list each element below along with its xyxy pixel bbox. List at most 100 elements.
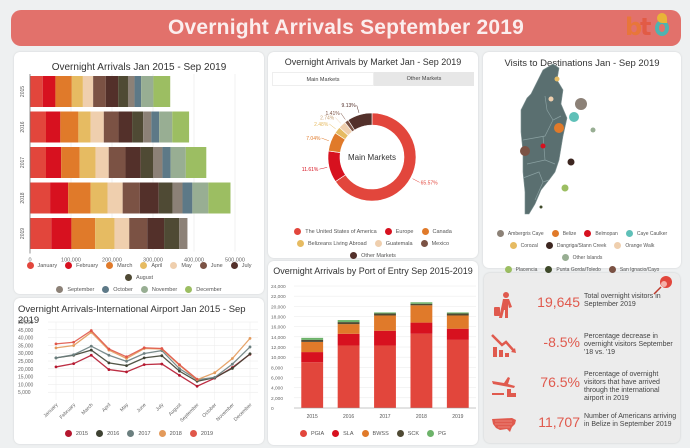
- legend-label: Caye Caulker: [636, 231, 668, 237]
- legend-item[interactable]: October: [102, 284, 133, 296]
- legend-item[interactable]: September: [56, 284, 94, 296]
- legend-item[interactable]: Canada: [421, 226, 452, 238]
- y-tick-label: 45,000: [18, 328, 34, 334]
- bar-segment: [55, 76, 72, 107]
- legend-item[interactable]: Placencia: [504, 264, 537, 276]
- x-tick-label: December: [233, 402, 254, 423]
- legend-item[interactable]: Europe: [384, 226, 414, 238]
- bar-segment: [162, 147, 171, 178]
- toucan-icon: [657, 13, 667, 23]
- stat-description: Percentage of overnight visitors that ha…: [584, 371, 660, 402]
- legend-item[interactable]: Mexico: [420, 238, 449, 250]
- y-tick-label: 6,000: [271, 376, 283, 382]
- legend-item[interactable]: May: [170, 260, 192, 272]
- legend-item[interactable]: Caye Caulker: [625, 228, 668, 240]
- x-tick-label: 0: [28, 258, 31, 264]
- legend-item[interactable]: Corozal: [509, 240, 538, 252]
- bar-segment: [410, 303, 433, 306]
- legend-item[interactable]: PG: [427, 428, 446, 440]
- legend-marker: [185, 286, 193, 294]
- x-tick-label: 2016: [343, 414, 354, 420]
- legend-item[interactable]: Dangriga/Stann Creek: [545, 240, 606, 252]
- bar-segment: [68, 182, 91, 214]
- data-point: [142, 352, 146, 355]
- legend-item[interactable]: The United States of America: [294, 226, 377, 238]
- legend-item[interactable]: Belizeans Living Abroad: [296, 238, 367, 250]
- bar-segment: [374, 312, 396, 314]
- legend-item[interactable]: Orange Walk: [614, 240, 654, 252]
- legend-marker: [26, 262, 34, 270]
- bar-segment: [132, 111, 144, 143]
- legend-item[interactable]: SCK: [396, 428, 419, 440]
- legend-marker: [158, 430, 166, 438]
- legend-item[interactable]: 2019: [189, 428, 213, 440]
- map-marker-other-islands: [590, 127, 596, 133]
- legend-label: March: [117, 263, 133, 269]
- legend-item[interactable]: November: [140, 284, 177, 296]
- data-point: [125, 370, 128, 374]
- district-border: [522, 95, 562, 201]
- data-label: 65.57%: [421, 180, 439, 186]
- map-marker-dangriga: [567, 158, 575, 166]
- stat-description: Number of Americans arriving in Belize i…: [584, 413, 677, 428]
- legend-item[interactable]: San Ignacio/Cayo: [608, 264, 659, 276]
- legend-label: April: [151, 263, 163, 269]
- data-point: [89, 348, 93, 352]
- bar-segment: [45, 147, 62, 178]
- legend-item[interactable]: BWSS: [361, 428, 389, 440]
- map-marker-placencia: [561, 184, 569, 192]
- legend-item[interactable]: Punta Gorda/Toledo: [545, 264, 601, 276]
- bar-segment: [30, 218, 52, 249]
- tab-main-markets[interactable]: Main Markets: [272, 72, 374, 86]
- legend-item[interactable]: July: [230, 260, 252, 272]
- map-marker-ambergris-caye: [575, 98, 587, 110]
- y-tick-label: 2016: [20, 121, 26, 132]
- legend-item[interactable]: Belmopan: [584, 228, 618, 240]
- y-tick-label: 10,000: [271, 355, 286, 361]
- legend-item[interactable]: Belize: [551, 228, 576, 240]
- legend-item[interactable]: Ambergris Caye: [496, 228, 544, 240]
- bar-segment: [153, 76, 171, 107]
- donut-slice: [347, 112, 373, 131]
- legend-item[interactable]: December: [185, 284, 222, 296]
- legend-item[interactable]: June: [199, 260, 223, 272]
- y-tick-label: 16,000: [271, 325, 286, 331]
- legend-item[interactable]: August: [124, 272, 153, 284]
- legend-item[interactable]: April: [140, 260, 162, 272]
- bar-segment: [103, 111, 119, 143]
- legend-label: PG: [438, 431, 447, 437]
- data-label: 2.74%: [320, 115, 335, 121]
- legend-item[interactable]: Guatemala: [374, 238, 413, 250]
- airport-legend: 2015 2016 2017 2018 2019: [18, 428, 260, 440]
- legend-marker: [584, 230, 592, 238]
- x-tick-label: March: [81, 402, 95, 416]
- bar-segment: [127, 76, 135, 107]
- legend-item[interactable]: PGIA: [299, 428, 324, 440]
- bar-segment: [95, 147, 109, 178]
- data-point: [178, 367, 181, 371]
- legend-item[interactable]: 2016: [96, 428, 119, 440]
- legend-item[interactable]: 2018: [158, 428, 182, 440]
- legend-label: Belizeans Living Abroad: [307, 241, 367, 247]
- legend-item[interactable]: March: [106, 260, 132, 272]
- bar-segment: [410, 302, 433, 304]
- data-point: [195, 384, 199, 388]
- data-point: [142, 363, 146, 366]
- legend-item[interactable]: February: [65, 260, 98, 272]
- stat-percentage-decrease: -8.5% Percentage decrease in overnight v…: [484, 327, 680, 363]
- legend-item[interactable]: January: [26, 260, 57, 272]
- legend-item[interactable]: 2015: [64, 428, 88, 440]
- legend-marker: [614, 242, 622, 250]
- legend-item[interactable]: Other Markets: [350, 250, 396, 262]
- tab-other-markets[interactable]: Other Markets: [374, 72, 474, 86]
- legend-item[interactable]: Other Islands: [561, 252, 602, 264]
- legend-item[interactable]: 2017: [127, 428, 151, 440]
- bar-segment: [374, 315, 396, 331]
- map-marker-punta-gorda: [539, 205, 543, 209]
- bar-segment: [159, 111, 173, 143]
- data-label: 9.13%: [342, 103, 357, 109]
- bar-segment: [301, 339, 324, 342]
- data-point: [72, 362, 76, 366]
- legend-marker: [625, 230, 633, 238]
- legend-item[interactable]: SLA: [332, 428, 354, 440]
